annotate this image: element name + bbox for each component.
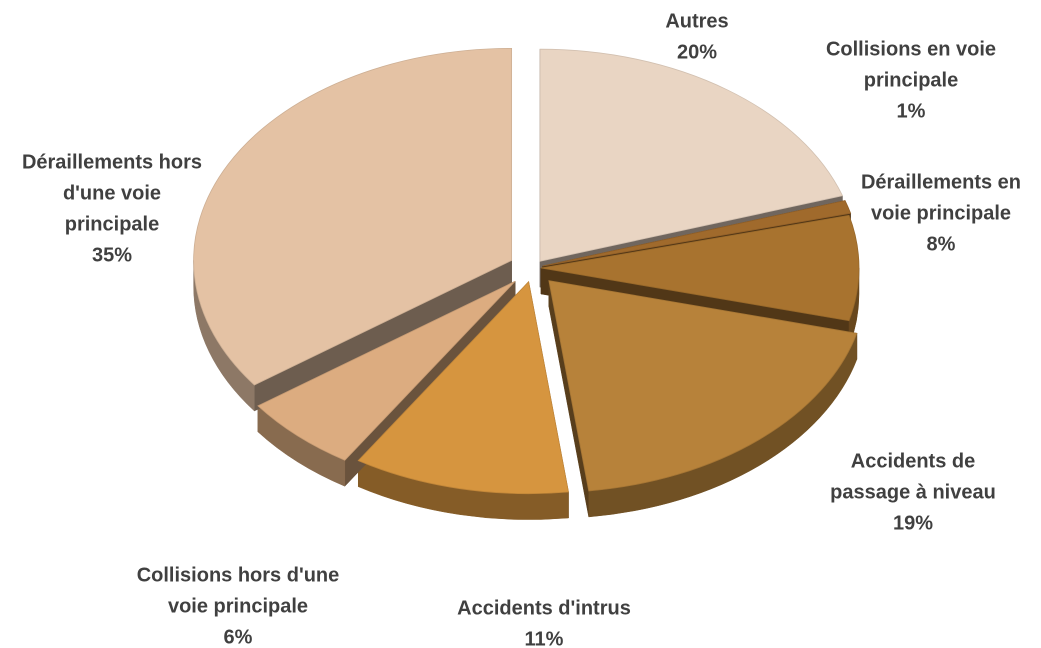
- slice-1-category-label: Collisions en voie: [826, 38, 996, 60]
- slice-6-category-label: Déraillements hors: [22, 151, 202, 173]
- pie-labels: Autres 20% Collisions en voie principale 1% D…: [22, 10, 1021, 648]
- slice-1-category-label: principale: [864, 69, 958, 91]
- slice-3-value-label: 19%: [893, 512, 933, 534]
- pie-slice-0: [539, 48, 844, 262]
- slice-6-value-label: 35%: [92, 244, 132, 266]
- slice-5-category-label: voie principale: [168, 595, 308, 617]
- pie-slice-5: [257, 280, 516, 461]
- slice-5-value-label: 6%: [224, 626, 253, 648]
- pie-slice-4: [357, 280, 569, 495]
- pie-slice-1: [542, 200, 852, 267]
- slice-6-category-label: principale: [65, 213, 159, 235]
- slice-2-category-label: Déraillements en: [861, 171, 1021, 193]
- pie-slice-3: [548, 280, 858, 492]
- slice-0-category-label: Autres: [665, 10, 728, 32]
- pie-tops: [193, 47, 860, 495]
- pie-slice-6: [193, 47, 513, 386]
- slice-3-category-label: Accidents de: [851, 450, 975, 472]
- slice-0-value-label: 20%: [677, 41, 717, 63]
- slice-3-category-label: passage à niveau: [830, 481, 996, 503]
- slice-4-category-label: Accidents d'intrus: [457, 597, 631, 619]
- slice-4-value-label: 11%: [525, 628, 564, 648]
- pie-slice-2: [540, 214, 860, 322]
- slice-2-category-label: voie principale: [871, 202, 1011, 224]
- slice-5-category-label: Collisions hors d'une: [137, 564, 340, 586]
- slice-1-value-label: 1%: [897, 100, 926, 122]
- slice-2-value-label: 8%: [927, 233, 956, 255]
- slice-6-category-label: d'une voie: [63, 182, 161, 204]
